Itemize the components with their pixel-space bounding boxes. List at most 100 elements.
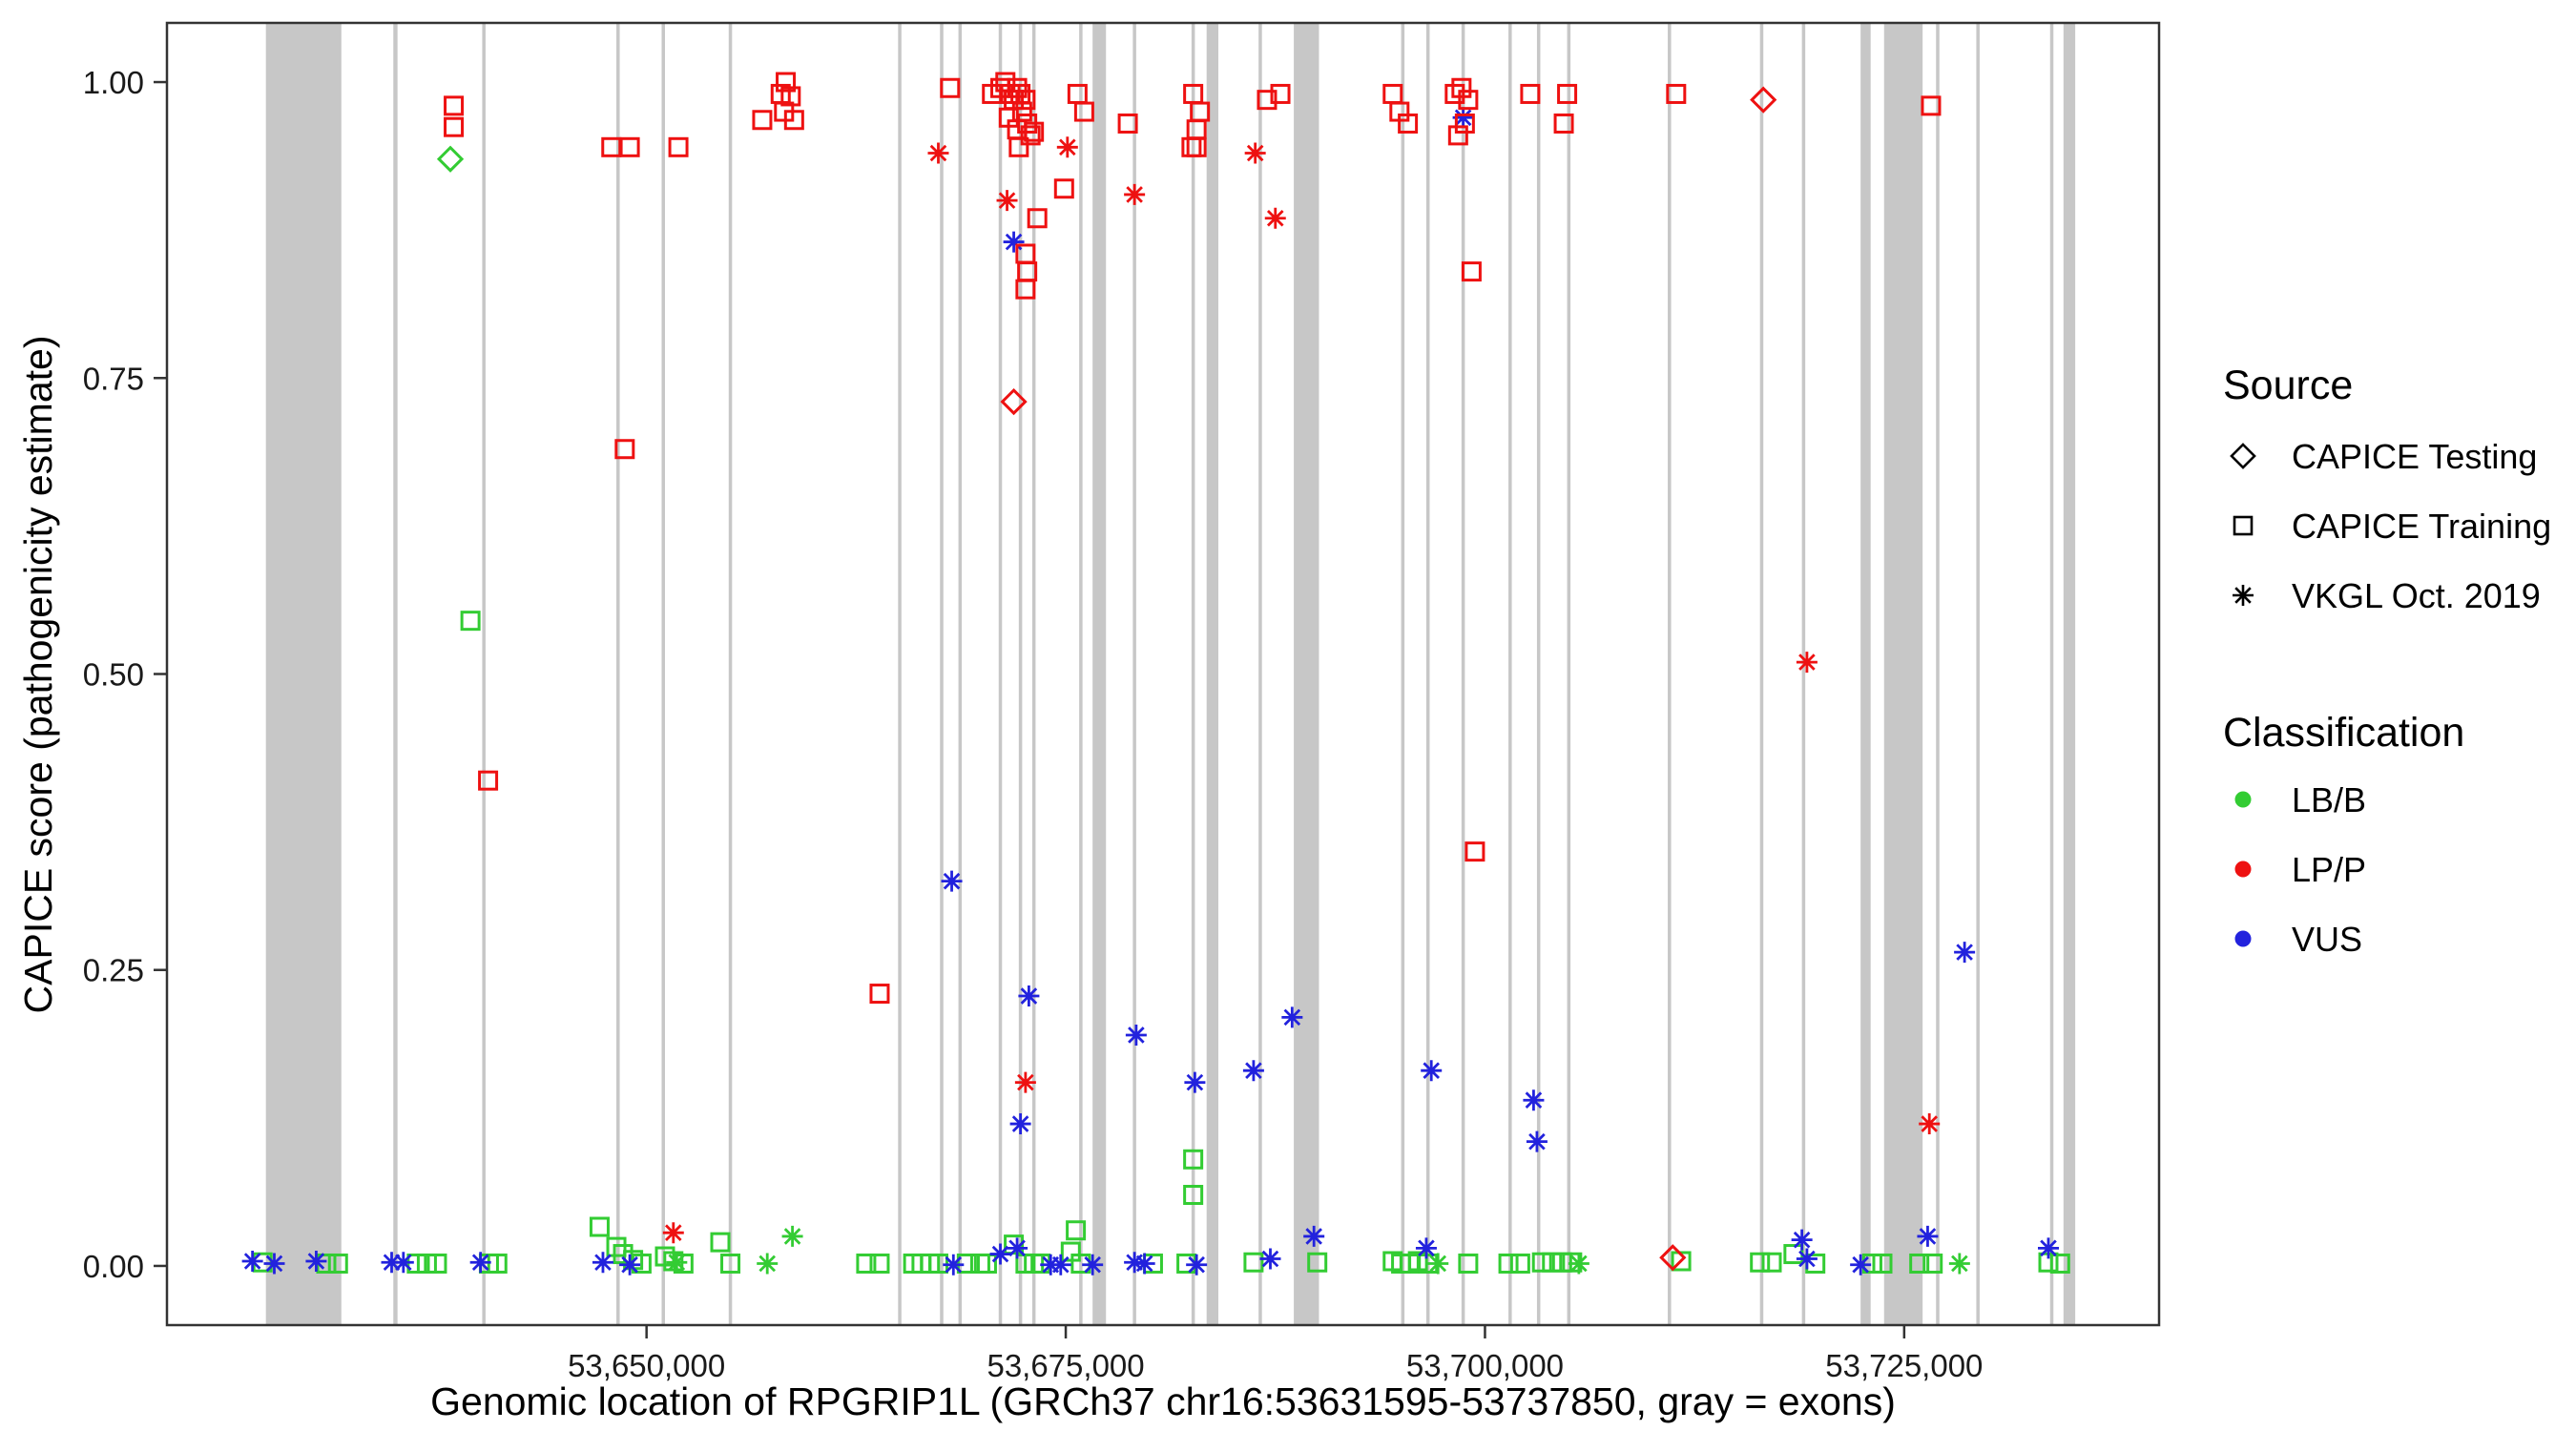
exon-bar bbox=[940, 23, 944, 1325]
data-point bbox=[941, 870, 963, 892]
data-point bbox=[1133, 1253, 1155, 1275]
data-point bbox=[1060, 1241, 1081, 1262]
exon-bar bbox=[1860, 23, 1871, 1325]
data-point bbox=[1186, 136, 1207, 157]
data-point bbox=[416, 1253, 437, 1274]
data-point bbox=[1421, 1060, 1443, 1082]
data-point bbox=[1526, 1130, 1548, 1152]
y-tick-label: 0.50 bbox=[83, 657, 144, 693]
data-point bbox=[1659, 1244, 1687, 1272]
data-point bbox=[478, 770, 499, 791]
legend-item-vus: VUS bbox=[2234, 920, 2362, 959]
diamond-marker-icon bbox=[2230, 443, 2256, 469]
data-point bbox=[1454, 113, 1475, 134]
data-point bbox=[436, 145, 465, 173]
legend-item-lbb: LB/B bbox=[2234, 780, 2366, 819]
legend-item-vkgl: VKGL Oct. 2019 bbox=[2233, 576, 2541, 615]
data-point bbox=[943, 1254, 965, 1275]
data-point bbox=[720, 1253, 741, 1274]
data-point bbox=[1303, 1225, 1325, 1247]
data-point bbox=[1796, 652, 1818, 674]
data-point bbox=[1509, 1253, 1530, 1274]
legend-item-label: CAPICE Testing bbox=[2292, 437, 2537, 476]
x-tick-label: 53,675,000 bbox=[987, 1348, 1144, 1383]
x-tick-label: 53,725,000 bbox=[1825, 1348, 1983, 1383]
data-point bbox=[752, 110, 773, 131]
data-point bbox=[1066, 1220, 1087, 1241]
legend-item-lpp: LP/P bbox=[2234, 850, 2366, 889]
data-point bbox=[1264, 207, 1286, 229]
data-point bbox=[1186, 119, 1207, 140]
data-point bbox=[1452, 107, 1474, 129]
data-point bbox=[1257, 90, 1278, 111]
data-point bbox=[1243, 1252, 1264, 1273]
data-point bbox=[1498, 1253, 1519, 1274]
data-point bbox=[1053, 178, 1074, 199]
exon-bar bbox=[898, 23, 902, 1325]
data-point bbox=[1009, 1113, 1031, 1135]
data-point bbox=[1921, 95, 1942, 116]
exon-bar bbox=[1258, 23, 1262, 1325]
y-tick-label: 0.75 bbox=[83, 361, 144, 396]
data-point bbox=[783, 110, 804, 131]
lpp-color-dot-icon bbox=[2234, 861, 2252, 878]
data-point bbox=[1458, 90, 1479, 111]
data-point bbox=[776, 72, 797, 93]
data-point bbox=[927, 142, 949, 164]
data-point bbox=[381, 1252, 403, 1274]
data-point bbox=[998, 107, 1019, 128]
data-point bbox=[1015, 90, 1036, 111]
data-point bbox=[444, 95, 465, 116]
legend-item-capice-testing: CAPICE Testing bbox=[2230, 437, 2537, 476]
data-point bbox=[1242, 1060, 1264, 1082]
asterisk-marker-icon bbox=[2233, 585, 2254, 606]
data-point bbox=[1014, 1071, 1036, 1093]
legend-item-label: VKGL Oct. 2019 bbox=[2292, 576, 2541, 615]
data-point bbox=[1568, 1253, 1589, 1275]
data-point bbox=[1553, 113, 1574, 134]
data-point bbox=[1796, 1248, 1818, 1270]
data-point bbox=[1444, 83, 1465, 104]
legend-source-title: Source bbox=[2223, 363, 2353, 408]
data-point bbox=[1531, 1252, 1552, 1273]
data-point bbox=[1020, 125, 1041, 146]
data-point bbox=[1259, 1248, 1281, 1270]
exon-bar bbox=[1206, 23, 1218, 1325]
plot-panel-border bbox=[165, 21, 2161, 1327]
data-point bbox=[1922, 1253, 1943, 1274]
data-point bbox=[662, 1222, 684, 1244]
exon-bar bbox=[1976, 23, 1980, 1325]
data-point bbox=[1184, 1071, 1206, 1093]
exon-bar bbox=[661, 23, 665, 1325]
data-point bbox=[1542, 1252, 1563, 1273]
data-point bbox=[710, 1232, 731, 1253]
data-point bbox=[1523, 1089, 1545, 1111]
data-point bbox=[392, 1252, 414, 1274]
data-point bbox=[1281, 1006, 1303, 1028]
data-point bbox=[1007, 1237, 1028, 1259]
data-point bbox=[1008, 136, 1029, 157]
data-point bbox=[1015, 279, 1036, 300]
exon-bar bbox=[958, 23, 963, 1325]
legend-item-capice-training: CAPICE Training bbox=[2233, 507, 2551, 546]
data-point bbox=[444, 116, 465, 137]
legend: Source CAPICE Testing CAPICE Training VK… bbox=[2223, 363, 2551, 959]
exon-bar bbox=[1132, 23, 1136, 1325]
data-point bbox=[940, 77, 961, 98]
y-tick-label: 1.00 bbox=[83, 65, 144, 100]
data-point bbox=[1307, 1252, 1328, 1273]
legend-item-label: LP/P bbox=[2292, 850, 2366, 889]
data-point bbox=[1407, 1251, 1428, 1272]
data-point bbox=[869, 1253, 890, 1274]
exon-bar bbox=[1191, 23, 1195, 1325]
exon-bar bbox=[616, 23, 620, 1325]
data-point bbox=[606, 1236, 627, 1257]
exon-bar bbox=[1567, 23, 1571, 1325]
data-point bbox=[1750, 1252, 1771, 1273]
data-point bbox=[469, 1252, 491, 1274]
data-point bbox=[1186, 1254, 1208, 1275]
exon-bar bbox=[1801, 23, 1806, 1325]
exon-bar bbox=[1461, 23, 1465, 1325]
data-point bbox=[1018, 985, 1040, 1007]
exon-bar bbox=[998, 23, 1003, 1325]
